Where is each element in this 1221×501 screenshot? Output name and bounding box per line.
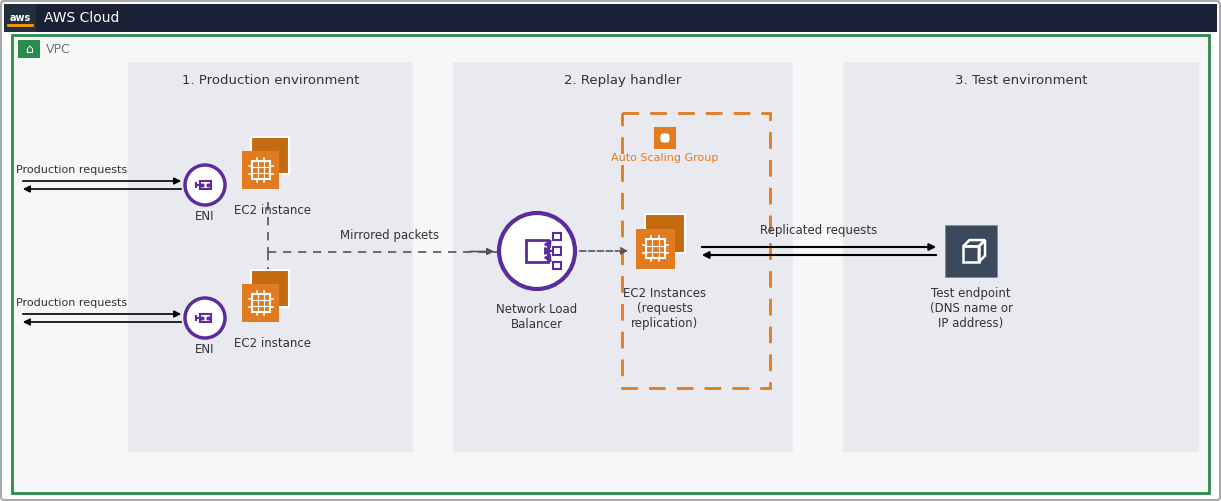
Text: Production requests: Production requests — [16, 165, 127, 175]
Text: ⌂: ⌂ — [26, 43, 33, 56]
Bar — [199, 314, 210, 322]
Bar — [654, 127, 676, 149]
Text: 2. Replay handler: 2. Replay handler — [564, 74, 681, 87]
Text: Replicated requests: Replicated requests — [761, 224, 878, 237]
Circle shape — [186, 298, 225, 338]
Text: VPC: VPC — [46, 43, 71, 56]
FancyBboxPatch shape — [635, 229, 675, 269]
Bar — [553, 233, 560, 240]
Text: aws: aws — [10, 13, 31, 23]
Bar — [453, 62, 792, 452]
Text: EC2 instance: EC2 instance — [233, 204, 310, 217]
Circle shape — [186, 165, 225, 205]
Bar — [4, 4, 1217, 32]
Text: Test endpoint
(DNS name or
IP address): Test endpoint (DNS name or IP address) — [929, 287, 1012, 330]
Bar — [18, 40, 40, 58]
Text: ENI: ENI — [195, 210, 215, 223]
FancyBboxPatch shape — [252, 270, 289, 307]
Bar — [842, 62, 1199, 452]
Bar — [128, 62, 413, 452]
Bar — [646, 239, 665, 259]
FancyBboxPatch shape — [242, 151, 280, 189]
Bar — [4, 4, 35, 32]
Bar — [252, 161, 270, 179]
Text: 3. Test environment: 3. Test environment — [955, 74, 1087, 87]
Text: Network Load
Balancer: Network Load Balancer — [497, 303, 578, 331]
Text: Auto Scaling Group: Auto Scaling Group — [612, 153, 719, 163]
Bar — [553, 247, 560, 255]
Bar — [252, 294, 270, 312]
FancyBboxPatch shape — [242, 284, 280, 322]
Text: EC2 instance: EC2 instance — [233, 337, 310, 350]
Text: AWS Cloud: AWS Cloud — [44, 11, 120, 25]
Bar — [199, 181, 210, 189]
Text: Mirrored packets: Mirrored packets — [341, 229, 440, 242]
Text: ENI: ENI — [195, 343, 215, 356]
Text: Production requests: Production requests — [16, 298, 127, 308]
Bar — [553, 262, 560, 269]
FancyBboxPatch shape — [646, 213, 685, 253]
Circle shape — [499, 213, 575, 289]
Text: EC2 Instances
(requests
replication): EC2 Instances (requests replication) — [624, 287, 707, 330]
Text: 1. Production environment: 1. Production environment — [182, 74, 359, 87]
Bar — [526, 240, 548, 262]
FancyBboxPatch shape — [252, 137, 289, 174]
FancyBboxPatch shape — [945, 225, 998, 277]
